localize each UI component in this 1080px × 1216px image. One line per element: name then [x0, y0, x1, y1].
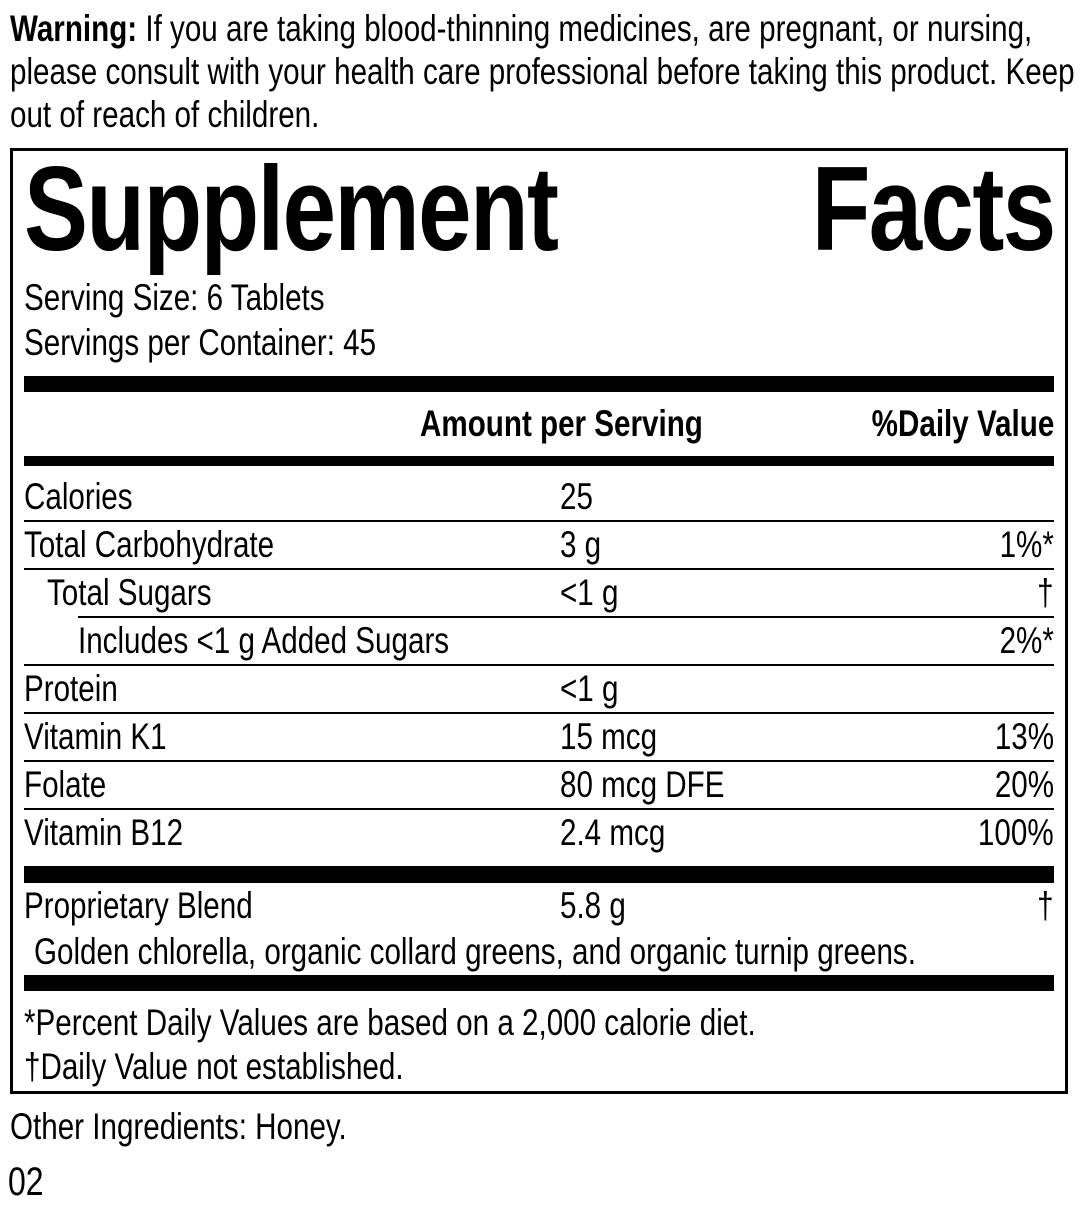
nutrient-name: Vitamin K1 [24, 716, 167, 757]
divider [24, 568, 1054, 570]
warning-label: Warning: [10, 8, 138, 49]
nutrient-name: Total Carbohydrate [24, 524, 275, 565]
warning-text: Warning: If you are taking blood-thinnin… [10, 7, 1080, 136]
nutrient-dv: † [1037, 572, 1054, 613]
nutrient-dv: 13% [994, 716, 1054, 757]
table-row-protein: Protein <1 g [24, 666, 1054, 712]
table-header: Amount per Serving %Daily Value [24, 392, 1054, 456]
table-row-added-sugars: Includes <1 g Added Sugars 2%* [24, 618, 1054, 664]
table-row-total-sugars: Total Sugars <1 g † [24, 570, 1054, 616]
servings-per-container: Servings per Container: 45 [24, 322, 377, 363]
footnote-dagger: †Daily Value not established. [24, 1046, 404, 1087]
table-row-vitamin-b12: Vitamin B12 2.4 mcg 100% [24, 810, 1054, 856]
nutrient-amount: 25 [560, 476, 593, 517]
column-header-amount: Amount per Serving [420, 403, 703, 444]
warning-body: If you are taking blood-thinning medicin… [10, 8, 1075, 135]
nutrient-name: Includes <1 g Added Sugars [78, 620, 450, 661]
divider-thick-top [24, 376, 1054, 392]
nutrient-amount: 2.4 mcg [560, 812, 666, 853]
nutrient-name: Protein [24, 668, 118, 709]
proprietary-blend-description: Golden chlorella, organic collard greens… [34, 931, 916, 972]
nutrient-amount: 15 mcg [560, 716, 658, 757]
divider-indented [78, 616, 1054, 618]
column-header-daily-value: %Daily Value [871, 403, 1054, 444]
nutrient-dv: 100% [978, 812, 1054, 853]
table-row-calories: Calories 25 [24, 474, 1054, 520]
nutrient-name: Calories [24, 476, 133, 517]
serving-size: Serving Size: 6 Tablets [24, 277, 325, 318]
divider-medium [24, 456, 1054, 466]
divider-thick-bottom [24, 975, 1054, 991]
panel-title-left: Supplement [24, 142, 559, 276]
page-number: 02 [8, 1160, 44, 1204]
nutrient-dv: 20% [994, 764, 1054, 805]
footnote-percent-dv: *Percent Daily Values are based on a 2,0… [24, 1002, 756, 1043]
nutrient-table: Calories 25 Total Carbohydrate 3 g 1%* T… [24, 466, 1054, 856]
nutrient-amount: 5.8 g [560, 885, 626, 926]
panel-title-right: Facts [811, 142, 1055, 276]
divider [24, 712, 1054, 714]
table-row-folate: Folate 80 mcg DFE 20% [24, 762, 1054, 808]
nutrient-name: Total Sugars [47, 572, 212, 613]
nutrient-dv: 2%* [999, 620, 1054, 661]
supplement-facts-panel: Supplement Facts Serving Size: 6 Tablets… [10, 148, 1068, 1094]
table-row-vitamin-k1: Vitamin K1 15 mcg 13% [24, 714, 1054, 760]
other-ingredients: Other Ingredients: Honey. [10, 1106, 347, 1147]
nutrient-dv: 1%* [999, 524, 1054, 565]
nutrient-name: Vitamin B12 [24, 812, 184, 853]
panel-title: Supplement Facts [24, 142, 1056, 276]
nutrient-name: Folate [24, 764, 107, 805]
nutrient-name: Proprietary Blend [24, 885, 253, 926]
divider [24, 520, 1054, 522]
nutrient-amount: <1 g [560, 572, 619, 613]
nutrient-amount: <1 g [560, 668, 619, 709]
divider [24, 760, 1054, 762]
nutrient-amount: 3 g [560, 524, 602, 565]
table-row-total-carbohydrate: Total Carbohydrate 3 g 1%* [24, 522, 1054, 568]
divider-thick-blend [24, 866, 1054, 883]
divider [24, 808, 1054, 810]
footnotes: *Percent Daily Values are based on a 2,0… [24, 991, 1054, 1089]
divider [24, 664, 1054, 666]
table-row-proprietary-blend: Proprietary Blend 5.8 g † [24, 883, 1054, 929]
nutrient-amount: 80 mcg DFE [560, 764, 725, 805]
nutrient-dv: † [1037, 885, 1054, 926]
